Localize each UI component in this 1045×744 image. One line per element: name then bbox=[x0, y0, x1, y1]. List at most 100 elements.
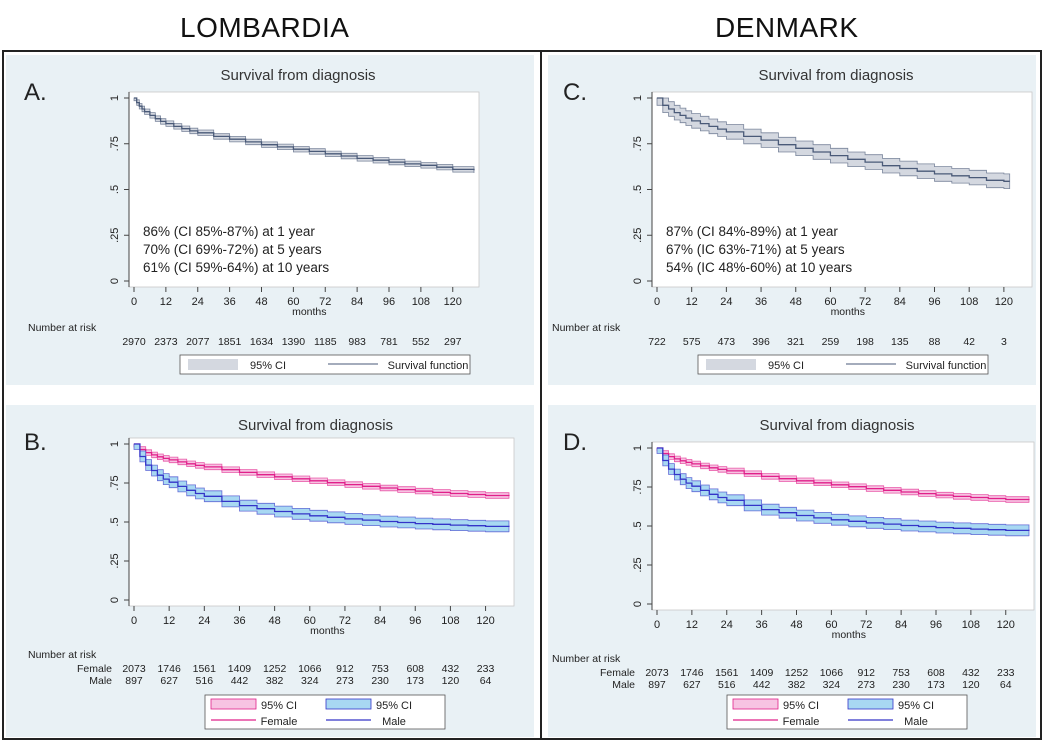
risk-value: 912 bbox=[857, 667, 875, 679]
chart-title: Survival from diagnosis bbox=[220, 67, 375, 84]
legend-label: Survival function bbox=[906, 360, 987, 372]
risk-value: 259 bbox=[822, 336, 840, 348]
column-divider bbox=[540, 50, 542, 740]
ci-band-female bbox=[133, 443, 510, 499]
annotation-text: 67% (IC 63%-71%) at 5 years bbox=[666, 242, 845, 257]
legend-swatch-ci-male bbox=[847, 698, 894, 710]
risk-table-label: Number at risk bbox=[28, 649, 97, 661]
x-tick-label: 72 bbox=[339, 615, 351, 627]
panel-c: C. Survival from diagnosis 0 .25 .5 .75 1 0 12 24… bbox=[548, 55, 1036, 385]
risk-value: 2073 bbox=[645, 667, 669, 679]
x-tick-label: 108 bbox=[962, 619, 980, 631]
x-tick-label: 84 bbox=[374, 615, 386, 627]
x-tick-label: 36 bbox=[224, 296, 236, 308]
y-tick-label: .5 bbox=[109, 185, 121, 194]
series-male bbox=[656, 447, 1030, 537]
risk-value: 897 bbox=[125, 675, 143, 687]
y-tick-label: 1 bbox=[109, 95, 121, 101]
risk-value: 516 bbox=[718, 679, 736, 691]
legend-box bbox=[179, 354, 471, 375]
x-tick-label: 60 bbox=[304, 615, 316, 627]
risk-value: 1634 bbox=[250, 336, 274, 348]
risk-value: 1066 bbox=[298, 663, 322, 675]
risk-value: 432 bbox=[962, 667, 980, 679]
series-overall bbox=[133, 97, 475, 173]
y-tick-label: 0 bbox=[109, 278, 121, 284]
x-tick-label: 96 bbox=[409, 615, 421, 627]
x-tick-label: 12 bbox=[160, 296, 172, 308]
legend-label: 95% CI bbox=[376, 700, 412, 712]
x-axis-label: months bbox=[310, 625, 344, 637]
risk-value: 297 bbox=[444, 336, 462, 348]
legend-label: Male bbox=[382, 716, 406, 728]
series-female bbox=[656, 447, 1030, 503]
y-tick-label: .5 bbox=[109, 517, 121, 526]
risk-value: 382 bbox=[266, 675, 284, 687]
x-tick-label: 60 bbox=[287, 296, 299, 308]
survival-line-male bbox=[657, 447, 1030, 532]
x-tick-label: 108 bbox=[441, 615, 459, 627]
x-tick-label: 84 bbox=[895, 619, 907, 631]
risk-value: 1409 bbox=[750, 667, 774, 679]
risk-value: 3 bbox=[1001, 336, 1007, 348]
survival-line-overall bbox=[657, 97, 1010, 182]
legend-label: Survival function bbox=[388, 360, 469, 372]
x-tick-label: 120 bbox=[476, 615, 494, 627]
series-overall bbox=[656, 97, 1011, 190]
risk-table-label: Number at risk bbox=[552, 653, 621, 665]
y-tick-label: .5 bbox=[632, 185, 644, 194]
risk-value: 983 bbox=[348, 336, 366, 348]
risk-value: 173 bbox=[406, 675, 424, 687]
x-axis-label: months bbox=[832, 629, 866, 641]
risk-value: 1746 bbox=[157, 663, 181, 675]
risk-value: 64 bbox=[480, 675, 492, 687]
y-tick-label: .75 bbox=[109, 136, 121, 151]
risk-value: 64 bbox=[1000, 679, 1012, 691]
chart-title: Survival from diagnosis bbox=[759, 417, 914, 434]
y-tick-label: .75 bbox=[632, 479, 644, 494]
risk-value: 912 bbox=[336, 663, 354, 675]
x-tick-label: 0 bbox=[654, 619, 660, 631]
risk-table-label: Number at risk bbox=[552, 322, 621, 334]
risk-value: 608 bbox=[927, 667, 945, 679]
risk-value: 442 bbox=[231, 675, 249, 687]
legend-label: 95% CI bbox=[898, 700, 934, 712]
risk-value: 324 bbox=[823, 679, 841, 691]
legend-label: Male bbox=[904, 716, 928, 728]
risk-value: 120 bbox=[962, 679, 980, 691]
plot-area bbox=[128, 91, 480, 288]
legend-label: 95% CI bbox=[783, 700, 819, 712]
risk-value: 552 bbox=[412, 336, 430, 348]
risk-value: 321 bbox=[787, 336, 805, 348]
x-tick-label: 24 bbox=[721, 619, 733, 631]
series-male bbox=[133, 443, 510, 533]
figure-frame bbox=[2, 50, 1042, 740]
x-tick-label: 24 bbox=[192, 296, 204, 308]
y-tick-label: 1 bbox=[632, 95, 644, 101]
risk-value: 173 bbox=[927, 679, 945, 691]
header-lombardia: LOMBARDIA bbox=[180, 12, 350, 43]
panel-label: B. bbox=[24, 429, 47, 456]
risk-value: 88 bbox=[929, 336, 941, 348]
y-tick-label: 0 bbox=[632, 278, 644, 284]
chart-title: Survival from diagnosis bbox=[758, 67, 913, 84]
risk-value: 230 bbox=[371, 675, 389, 687]
y-tick-label: .25 bbox=[632, 557, 644, 572]
risk-value: 608 bbox=[406, 663, 424, 675]
y-tick-label: 1 bbox=[109, 441, 121, 447]
risk-value: 1561 bbox=[715, 667, 739, 679]
risk-value: 575 bbox=[683, 336, 701, 348]
annotation-text: 54% (IC 48%-60%) at 10 years bbox=[666, 260, 852, 275]
annotation-text: 86% (CI 85%-87%) at 1 year bbox=[143, 224, 315, 239]
x-tick-label: 72 bbox=[859, 296, 871, 308]
x-tick-label: 0 bbox=[131, 615, 137, 627]
x-tick-label: 48 bbox=[269, 615, 281, 627]
y-tick-label: .25 bbox=[632, 228, 644, 243]
panel-a: A. Survival from diagnosis 0 .25 .5 .75 1 0 12 24… bbox=[6, 55, 534, 385]
panel-d: D. Survival from diagnosis 0 .25 .5 .75 1 0 12 24… bbox=[548, 405, 1036, 737]
x-tick-label: 48 bbox=[790, 619, 802, 631]
risk-value: 233 bbox=[997, 667, 1015, 679]
x-tick-label: 36 bbox=[233, 615, 245, 627]
risk-value: 135 bbox=[891, 336, 909, 348]
x-tick-label: 120 bbox=[995, 296, 1013, 308]
